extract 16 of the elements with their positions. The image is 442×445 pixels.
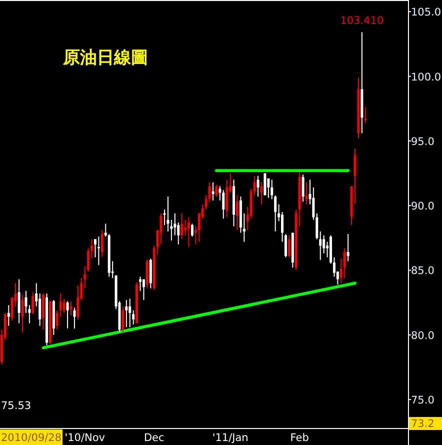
text: 73.2: [411, 418, 434, 430]
text: 原油日線圖: [62, 48, 148, 68]
x-tick-label: Dec: [144, 432, 165, 444]
x-tick-label: '10/Nov: [64, 432, 105, 444]
text: 2010/09/28: [1, 432, 62, 444]
y-tick-label: 95.0: [411, 136, 434, 148]
y-tick-label: 100.0: [411, 71, 442, 84]
y-tick-label: 90.0: [411, 200, 434, 213]
annotation: 75.53: [1, 400, 32, 412]
y-tick-label: 105.0: [411, 6, 442, 19]
x-tick-label: Feb: [290, 432, 310, 444]
annotation: 103.410: [340, 15, 384, 28]
x-tick-label: '11/Jan: [212, 432, 248, 444]
y-tick-label: 85.0: [411, 265, 434, 278]
y-tick-label: 80.0: [411, 330, 434, 342]
y-tick-label: 75.0: [411, 394, 434, 407]
